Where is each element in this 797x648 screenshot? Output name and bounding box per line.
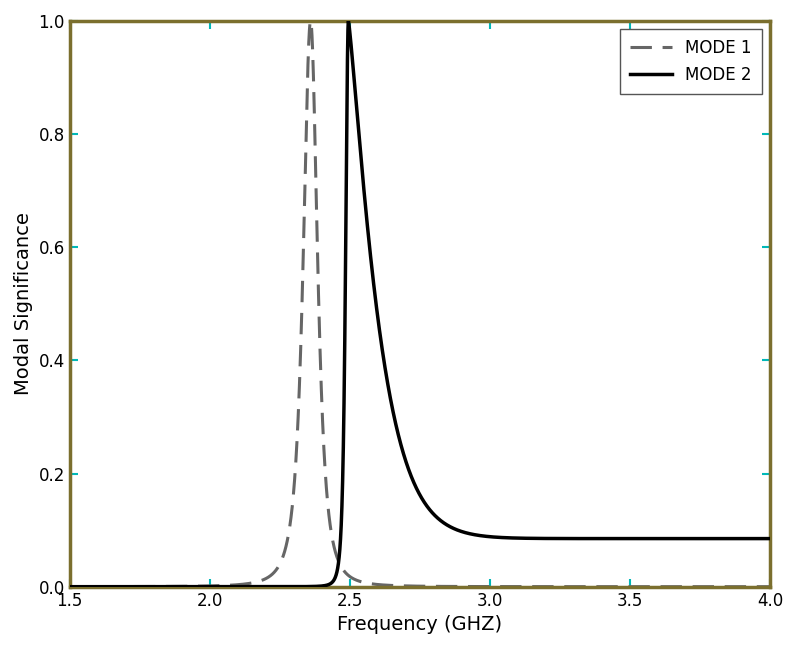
MODE 1 [107, 583, 116, 590]
MODE 2 [107, 583, 116, 590]
MODE 2 [65, 583, 74, 590]
MODE 2 [94, 583, 104, 590]
Y-axis label: Modal Significance: Modal Significance [14, 213, 33, 395]
MODE 1 [94, 583, 104, 590]
MODE 2 [68, 583, 77, 590]
MODE 1 [765, 583, 775, 590]
MODE 2 [407, 474, 417, 482]
MODE 1 [407, 582, 417, 590]
MODE 2 [728, 535, 738, 542]
MODE 2 [765, 535, 775, 542]
MODE 2 [202, 583, 212, 590]
Line: MODE 1: MODE 1 [69, 21, 770, 586]
MODE 1 [728, 583, 738, 590]
Line: MODE 2: MODE 2 [69, 21, 770, 586]
MODE 1 [202, 582, 212, 590]
MODE 1 [306, 17, 316, 25]
MODE 1 [65, 583, 74, 590]
Legend: MODE 1, MODE 2: MODE 1, MODE 2 [620, 29, 762, 93]
MODE 1 [68, 583, 77, 590]
MODE 2 [344, 17, 353, 25]
X-axis label: Frequency (GHZ): Frequency (GHZ) [337, 615, 502, 634]
